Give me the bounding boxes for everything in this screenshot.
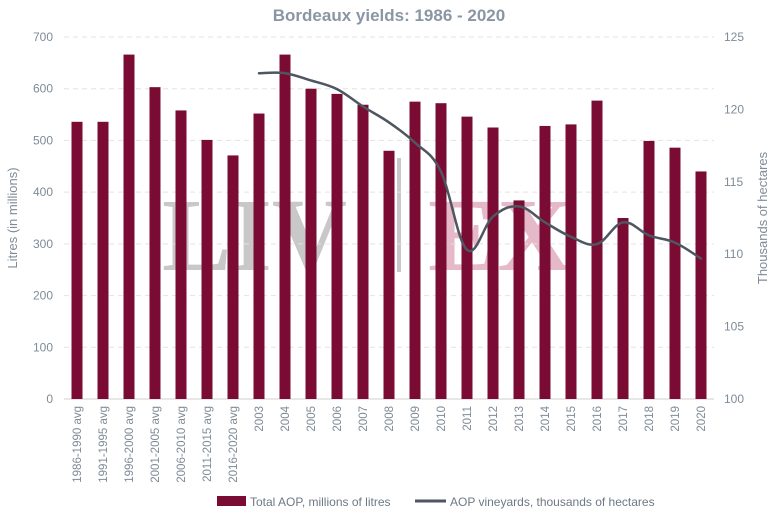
y-tick-label: 100	[33, 340, 53, 354]
y-tick-label: 700	[33, 30, 53, 44]
bar	[513, 200, 525, 399]
bar	[409, 101, 421, 400]
bar	[175, 110, 187, 399]
x-tick-label: 2010	[436, 406, 448, 432]
y2-tick-label: 105	[724, 320, 744, 334]
x-tick-label: 2014	[540, 405, 552, 431]
x-tick-label: 2015	[566, 406, 578, 432]
left-axis-ticks: 0 100 200 300 400 500 600 700	[33, 30, 53, 406]
x-tick-label: 1986-1990 avg	[72, 406, 84, 483]
x-tick-label: 2012	[488, 406, 500, 432]
y-tick-label: 0	[46, 392, 53, 406]
x-tick-label: 2009	[410, 406, 422, 432]
x-tick-label: 2007	[358, 406, 370, 432]
legend: Total AOP, millions of litres AOP vineya…	[217, 495, 655, 509]
bar	[383, 150, 395, 399]
bar	[149, 87, 161, 400]
x-tick-label: 2011	[462, 406, 474, 431]
bar	[227, 155, 239, 399]
bar	[643, 140, 655, 399]
x-tick-label: 2013	[514, 406, 526, 432]
x-axis-ticks: 1986-1990 avg 1991-1995 avg 1996-2000 avg 2…	[72, 405, 708, 482]
bar	[253, 113, 265, 399]
bar	[71, 121, 83, 399]
bar	[617, 218, 629, 399]
y2-axis-label: Thousands of hectares	[755, 151, 770, 284]
bar	[695, 171, 707, 399]
bar	[123, 54, 135, 399]
bar	[591, 100, 603, 399]
bar	[539, 125, 551, 399]
x-tick-label: 2003	[254, 406, 266, 432]
x-tick-label: 2006	[332, 406, 344, 432]
y2-tick-label: 115	[724, 175, 743, 189]
x-tick-label: 2001-2005 avg	[150, 406, 162, 483]
line-series	[257, 71, 703, 260]
right-axis-ticks: 100 105 110 115 120 125	[724, 30, 744, 406]
bar	[565, 124, 577, 399]
x-tick-label: 2016-2020 avg	[228, 406, 240, 483]
legend-label-line: AOP vineyards, thousands of hectares	[450, 495, 655, 509]
y-tick-label: 400	[33, 185, 53, 199]
x-tick-label: 2018	[644, 406, 656, 432]
y-tick-label: 600	[33, 82, 53, 96]
bar	[669, 147, 681, 399]
x-tick-label: 1991-1995 avg	[98, 406, 110, 483]
y-tick-label: 200	[33, 289, 53, 303]
bar	[331, 93, 343, 399]
bar-series	[71, 54, 707, 400]
x-tick-label: 1996-2000 avg	[124, 406, 136, 483]
x-tick-label: 2011-2015 avg	[202, 406, 214, 482]
x-tick-label: 2006-2010 avg	[176, 406, 188, 483]
x-tick-label: 2020	[696, 406, 708, 432]
legend-label-bars: Total AOP, millions of litres	[250, 495, 391, 509]
y-tick-label: 500	[33, 133, 53, 147]
legend-swatch-bars	[217, 496, 246, 506]
bar	[201, 139, 213, 399]
series-line	[257, 71, 703, 260]
bar	[435, 103, 447, 400]
bar	[487, 127, 499, 399]
bar	[279, 54, 291, 399]
watermark-divider	[397, 158, 401, 272]
y2-tick-label: 120	[724, 102, 744, 116]
y-axis-label: Litres (in millions)	[5, 167, 20, 268]
x-tick-label: 2005	[306, 406, 318, 432]
x-tick-label: 2016	[592, 406, 604, 432]
y2-tick-label: 110	[724, 247, 743, 261]
y2-tick-label: 100	[724, 392, 744, 406]
x-tick-label: 2019	[670, 406, 682, 432]
x-tick-label: 2008	[384, 406, 396, 432]
bar	[97, 121, 109, 399]
y-tick-label: 300	[33, 237, 53, 251]
bar	[357, 104, 369, 399]
bar	[461, 116, 473, 399]
bar	[305, 88, 317, 399]
x-tick-label: 2017	[618, 406, 630, 432]
chart-title: Bordeaux yields: 1986 - 2020	[273, 6, 505, 25]
y2-tick-label: 125	[724, 30, 744, 44]
x-tick-label: 2004	[280, 405, 292, 431]
